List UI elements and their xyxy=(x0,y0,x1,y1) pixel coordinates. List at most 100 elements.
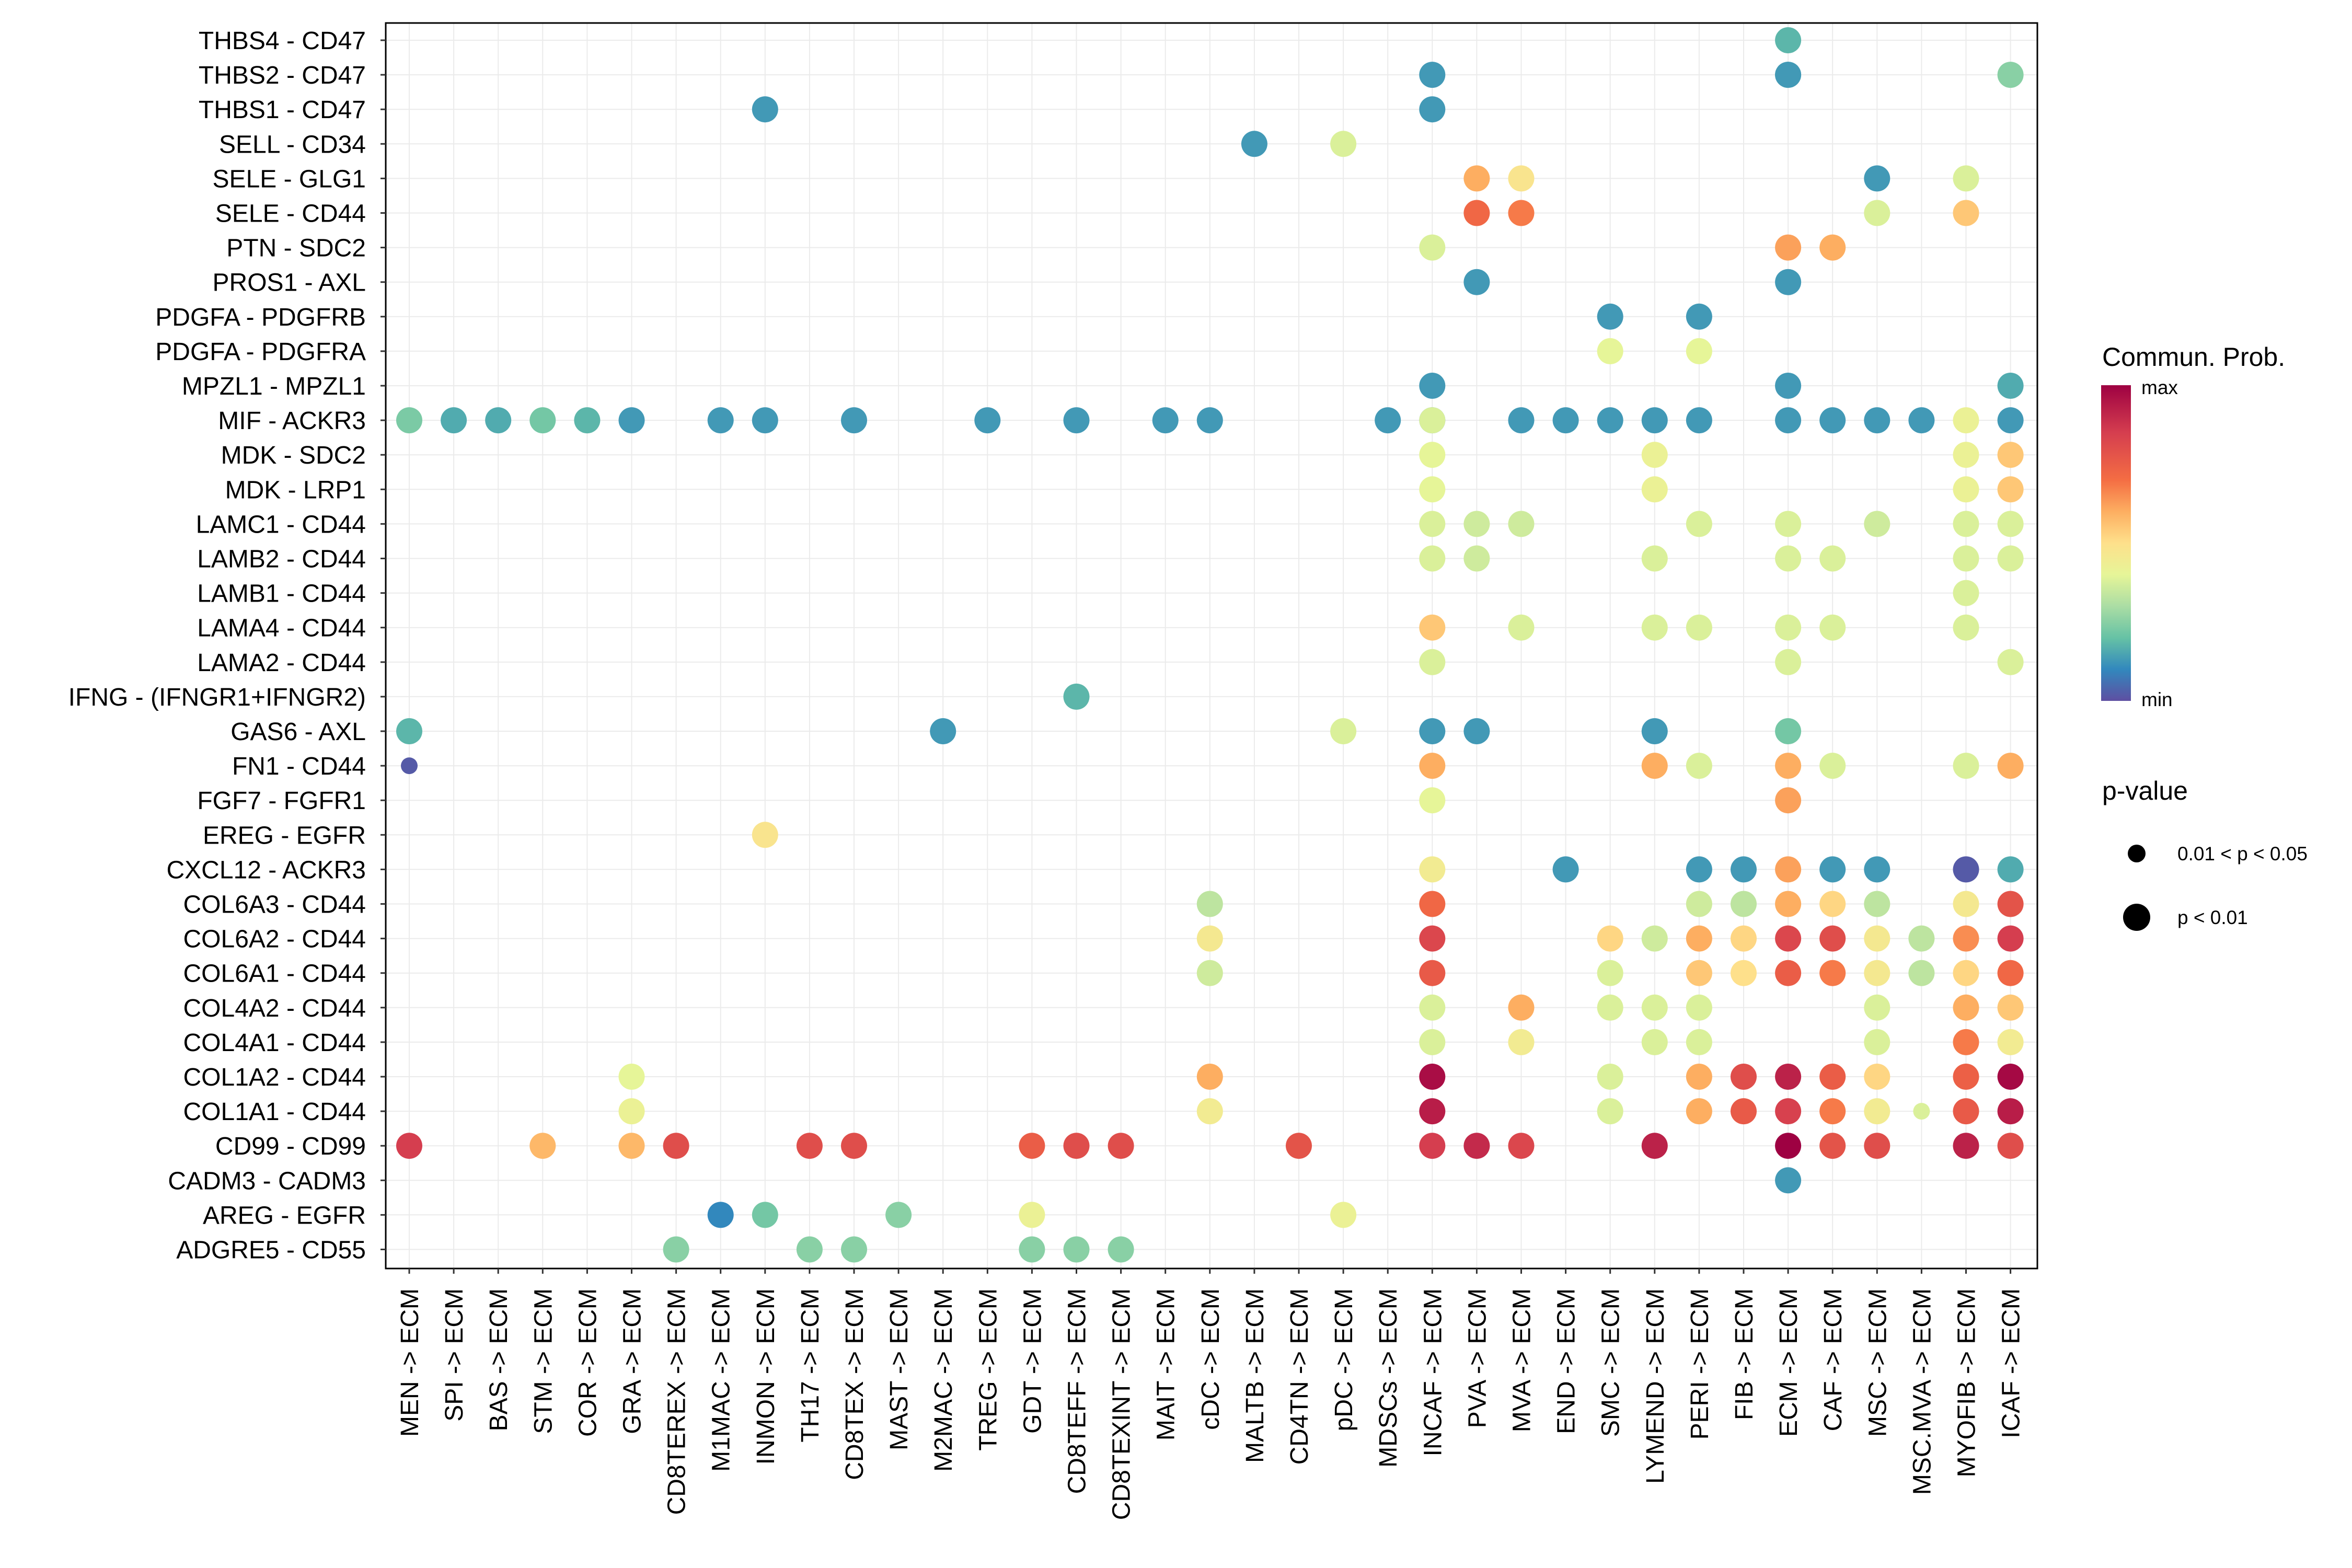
dot-point xyxy=(1953,1133,1979,1159)
x-tick-label: MALTB -> ECM xyxy=(1241,1288,1269,1463)
y-tick-label: COL6A2 - CD44 xyxy=(183,926,366,953)
dot-point xyxy=(1686,407,1712,434)
dot-point xyxy=(1819,925,1846,952)
dot-point xyxy=(618,1064,645,1090)
dot-point xyxy=(1597,1098,1623,1125)
dot-point xyxy=(1686,925,1712,952)
dot-point xyxy=(1686,1098,1712,1125)
grid-lines xyxy=(386,23,2037,1269)
dot-point xyxy=(1419,1133,1446,1159)
dot-point xyxy=(1508,407,1535,434)
dot-point xyxy=(1775,511,1802,537)
x-tick-label: CD8TEFF -> ECM xyxy=(1064,1288,1091,1494)
dot-point xyxy=(1419,1064,1446,1090)
dot-point xyxy=(1997,1064,2024,1090)
dot-point xyxy=(1997,994,2024,1021)
dot-point xyxy=(885,1202,912,1228)
dot-point xyxy=(1997,545,2024,572)
dot-point xyxy=(1864,1133,1890,1159)
dot-point xyxy=(1953,165,1979,192)
dot-point xyxy=(1330,131,1357,157)
y-tick-label: PDGFA - PDGFRA xyxy=(155,338,366,366)
dot-point xyxy=(752,407,778,434)
y-tick-label: COL1A2 - CD44 xyxy=(183,1064,366,1091)
dot-point xyxy=(1063,407,1090,434)
dot-point xyxy=(1953,476,1979,503)
dot-point xyxy=(841,1236,867,1263)
x-tick-label: CD8TEX -> ECM xyxy=(841,1288,869,1480)
dot-point xyxy=(529,1133,556,1159)
x-tick-label: ICAF -> ECM xyxy=(1998,1288,2025,1438)
pvalue-legend: p-value 0.01 < p < 0.05 p < 0.01 xyxy=(2102,776,2308,931)
y-tick-label: COL6A3 - CD44 xyxy=(183,891,366,919)
dot-point xyxy=(1997,62,2024,88)
dot-point xyxy=(1953,753,1979,779)
dot-point xyxy=(707,407,734,434)
dot-point xyxy=(1419,407,1446,434)
dot-point xyxy=(1819,753,1846,779)
dot-point xyxy=(1019,1202,1045,1228)
dot-point xyxy=(618,407,645,434)
dot-point xyxy=(1597,407,1623,434)
dot-point xyxy=(1686,856,1712,883)
dot-point xyxy=(574,407,601,434)
dot-point xyxy=(1864,891,1890,917)
x-tick-label: CD4TN -> ECM xyxy=(1286,1288,1313,1465)
dot-point xyxy=(1775,1064,1802,1090)
dot-point xyxy=(1864,960,1890,986)
dot-point xyxy=(1864,200,1890,226)
dot-point xyxy=(1463,200,1490,226)
dot-point xyxy=(1908,407,1935,434)
dot-point xyxy=(1686,960,1712,986)
dot-point xyxy=(1641,442,1668,468)
dot-point xyxy=(1641,545,1668,572)
dot-point xyxy=(1997,649,2024,675)
dot-point xyxy=(1819,1064,1846,1090)
dot-point xyxy=(1864,1029,1890,1055)
y-tick-label: PROS1 - AXL xyxy=(213,269,366,297)
dot-point xyxy=(1908,960,1935,986)
dot-point xyxy=(1997,1133,2024,1159)
dot-point xyxy=(1953,856,1979,883)
dot-point xyxy=(1819,545,1846,572)
dot-point xyxy=(1864,511,1890,537)
y-tick-label: MPZL1 - MPZL1 xyxy=(182,373,366,400)
dot-point xyxy=(618,1133,645,1159)
dot-point xyxy=(1152,407,1179,434)
dot-point xyxy=(1864,1098,1890,1125)
x-tick-label: GDT -> ECM xyxy=(1019,1288,1046,1434)
dot-point xyxy=(1463,545,1490,572)
y-tick-label: LAMA2 - CD44 xyxy=(197,649,366,677)
dot-point xyxy=(1819,856,1846,883)
dot-point xyxy=(1686,338,1712,364)
y-tick-label: LAMB1 - CD44 xyxy=(197,580,366,608)
dot-point xyxy=(1419,718,1446,744)
dot-point xyxy=(1641,1133,1668,1159)
dot-point xyxy=(1819,234,1846,261)
dot-point xyxy=(1997,753,2024,779)
dot-point xyxy=(1419,62,1446,88)
dot-point xyxy=(1864,994,1890,1021)
y-tick-label: COL1A1 - CD44 xyxy=(183,1098,366,1126)
x-tick-label: PERI -> ECM xyxy=(1686,1288,1714,1439)
dot-point xyxy=(1419,1098,1446,1125)
y-tick-label: SELL - CD34 xyxy=(219,131,366,158)
dot-point xyxy=(1731,856,1757,883)
x-axis-labels: MEN -> ECM SPI -> ECM BAS -> ECM STM -> ECM… xyxy=(396,1269,2025,1520)
dot-point xyxy=(1819,960,1846,986)
dot-point xyxy=(1819,407,1846,434)
dot-point xyxy=(1063,1133,1090,1159)
dot-point xyxy=(1641,925,1668,952)
y-tick-label: MIF - ACKR3 xyxy=(218,407,366,435)
y-tick-label: EREG - EGFR xyxy=(203,822,366,849)
x-tick-label: M1MAC -> ECM xyxy=(708,1288,735,1472)
dot-point xyxy=(1552,856,1579,883)
dot-point xyxy=(1775,545,1802,572)
dot-point xyxy=(1063,683,1090,710)
dot-point xyxy=(1597,925,1623,952)
dot-point xyxy=(1419,511,1446,537)
data-points xyxy=(396,27,2024,1263)
y-tick-label: CADM3 - CADM3 xyxy=(168,1167,366,1195)
dot-point xyxy=(1953,960,1979,986)
